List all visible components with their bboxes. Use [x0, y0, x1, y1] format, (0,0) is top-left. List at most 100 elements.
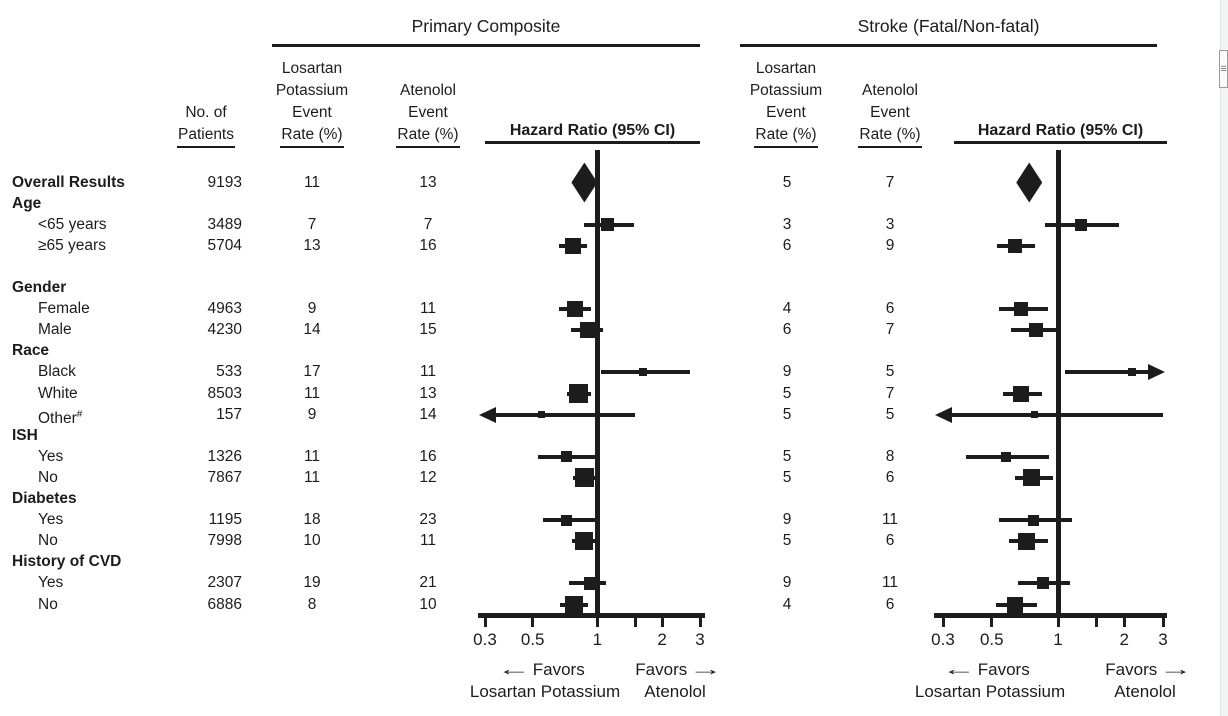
event-rate: 15	[419, 321, 437, 339]
event-rate: 9	[782, 511, 792, 529]
event-rate: 11	[419, 300, 437, 318]
event-rate: 12	[419, 468, 437, 486]
axis-tick-label: 0.5	[979, 630, 1004, 649]
event-rate: 16	[419, 447, 437, 465]
hr-marker	[579, 322, 596, 339]
event-rate: 6	[885, 468, 895, 486]
hr-marker	[1028, 323, 1043, 338]
favors-atenolol-label-right: Favors → Atenolol	[1105, 659, 1193, 701]
event-rate: 10	[303, 532, 321, 550]
event-rate: 5	[782, 468, 792, 486]
hr-marker	[1030, 411, 1038, 419]
axis-tick	[1161, 618, 1165, 627]
axis-tick	[595, 618, 599, 627]
ci-line	[493, 412, 636, 417]
col-header-patients: No. of Patients	[171, 102, 241, 148]
row-label: ≥65 years	[38, 236, 106, 254]
event-rate: 4	[782, 595, 792, 613]
left-arrow-icon: ←	[497, 659, 532, 679]
hr-marker	[1027, 514, 1039, 526]
hr-marker	[1008, 238, 1023, 253]
row-label: ISH	[12, 426, 38, 444]
event-rate: 13	[419, 173, 437, 191]
event-rate: 4	[782, 300, 792, 318]
event-rate: 5	[885, 363, 895, 381]
event-rate: 11	[303, 468, 321, 486]
axis-tick	[941, 618, 945, 627]
event-rate: 6	[885, 300, 895, 318]
event-rate: 5	[885, 405, 895, 423]
event-rate: 10	[419, 595, 437, 613]
event-rate: 23	[419, 511, 437, 529]
event-rate: 9	[885, 236, 895, 254]
event-rate: 16	[419, 236, 437, 254]
event-rate: 6	[782, 321, 792, 339]
axis-tick-label: 0.3	[473, 630, 497, 649]
event-rate: 9	[782, 574, 792, 592]
patients-count: 7998	[207, 532, 242, 550]
axis-line	[934, 613, 1167, 618]
favors-losartan-label-right: ← Favors Losartan Potassium	[914, 659, 1066, 701]
row-label: Yes	[38, 511, 64, 529]
event-rate: 7	[885, 173, 895, 191]
patients-count: 9193	[207, 173, 242, 191]
hr-marker	[565, 595, 584, 614]
axis-tick	[1095, 618, 1099, 627]
right-arrow-icon: →	[688, 659, 723, 679]
event-rate: 6	[885, 532, 895, 550]
event-rate: 7	[423, 215, 433, 233]
col-header-atenolol-rate-left: Atenolol Event Rate (%)	[388, 80, 468, 148]
hazard-ratio-header-right: Hazard Ratio (95% CI)	[954, 122, 1167, 144]
patients-count: 157	[216, 405, 242, 423]
hr-marker	[575, 532, 594, 551]
event-rate: 5	[782, 405, 792, 423]
event-rate: 13	[419, 384, 437, 402]
patients-count: 1195	[208, 511, 242, 529]
panel-title-primary-composite: Primary Composite	[411, 16, 561, 36]
row-label: Female	[38, 300, 90, 318]
hr-marker	[600, 218, 614, 232]
row-label: Overall Results	[12, 173, 125, 191]
left-arrow-icon: ←	[942, 659, 977, 679]
event-rate: 9	[307, 300, 317, 318]
right-arrow-icon: →	[1158, 659, 1193, 679]
row-label: No	[38, 468, 58, 486]
axis-line	[478, 613, 705, 618]
row-label: Black	[38, 363, 76, 381]
patients-count: 533	[216, 363, 242, 381]
event-rate: 8	[885, 447, 895, 465]
event-rate: 6	[885, 595, 895, 613]
col-header-patients-line2: Patients	[176, 124, 235, 148]
hr-marker	[1036, 577, 1049, 590]
event-rate: 6	[782, 236, 792, 254]
event-rate: 8	[307, 595, 317, 613]
axis-tick-label: 2	[657, 630, 667, 649]
axis-tick	[698, 618, 702, 627]
event-rate: 21	[419, 574, 437, 592]
scrollbar-track[interactable]	[1220, 0, 1228, 716]
event-rate: 11	[303, 384, 321, 402]
hr-marker	[561, 451, 573, 463]
hr-marker	[538, 411, 546, 419]
reference-line	[1055, 150, 1061, 618]
patients-count: 4230	[207, 321, 242, 339]
axis-tick-label: 1	[592, 630, 603, 649]
axis-tick	[990, 618, 994, 627]
hr-marker	[565, 237, 581, 254]
event-rate: 13	[303, 236, 321, 254]
event-rate: 11	[881, 511, 899, 529]
hr-marker	[567, 301, 584, 318]
axis-tick-label: 0.3	[931, 630, 955, 649]
row-label: Gender	[12, 279, 67, 296]
event-rate: 11	[419, 532, 437, 550]
axis-tick-label: 3	[695, 630, 705, 649]
row-label: Diabetes	[12, 490, 77, 507]
event-rate: 5	[782, 532, 792, 550]
row-label: Race	[12, 342, 50, 360]
favors-losartan-label-left: ← Favors Losartan Potassium	[469, 659, 621, 701]
patients-count: 8503	[207, 384, 242, 402]
row-label: Yes	[38, 447, 64, 465]
scrollbar-thumb[interactable]: ☰	[1219, 50, 1228, 88]
event-rate: 14	[303, 321, 321, 339]
